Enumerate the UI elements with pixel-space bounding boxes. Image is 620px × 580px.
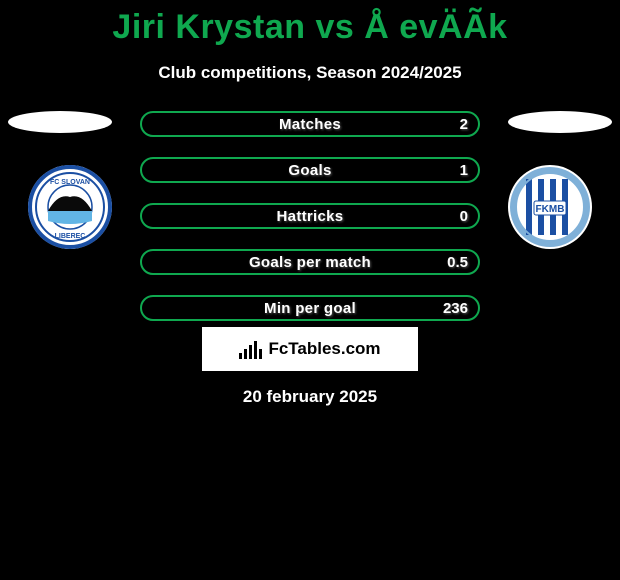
stat-label: Goals bbox=[288, 162, 331, 179]
stat-bar-hattricks: Hattricks 0 bbox=[140, 203, 480, 229]
page-title: Jiri Krystan vs Å evÄÃk bbox=[0, 0, 620, 47]
stat-value: 1 bbox=[460, 162, 468, 179]
team-left-badge: FC SLOVAN LIBEREC bbox=[28, 165, 112, 249]
stat-bar-matches: Matches 2 bbox=[140, 111, 480, 137]
stat-bar-goals: Goals 1 bbox=[140, 157, 480, 183]
player-left-oval bbox=[8, 111, 112, 133]
stat-bar-goals-per-match: Goals per match 0.5 bbox=[140, 249, 480, 275]
stat-label: Hattricks bbox=[277, 208, 344, 225]
svg-text:FKMB: FKMB bbox=[536, 204, 565, 215]
stat-bar-min-per-goal: Min per goal 236 bbox=[140, 295, 480, 321]
slovan-liberec-crest-icon: FC SLOVAN LIBEREC bbox=[28, 165, 112, 249]
stat-value: 0 bbox=[460, 208, 468, 225]
source-logo: FcTables.com bbox=[202, 327, 418, 371]
bar-chart-icon bbox=[239, 339, 262, 359]
footer-area: FcTables.com 20 february 2025 bbox=[0, 327, 620, 407]
stat-value: 2 bbox=[460, 116, 468, 133]
fkmb-crest-icon: FKMB bbox=[508, 165, 592, 249]
stat-bars: Matches 2 Goals 1 Hattricks 0 Goals per … bbox=[140, 111, 480, 341]
svg-text:LIBEREC: LIBEREC bbox=[55, 233, 86, 240]
page-subtitle: Club competitions, Season 2024/2025 bbox=[0, 63, 620, 83]
stat-value: 236 bbox=[443, 300, 468, 317]
stat-value: 0.5 bbox=[447, 254, 468, 271]
team-right-badge: FKMB bbox=[508, 165, 592, 249]
stat-label: Min per goal bbox=[264, 300, 356, 317]
stat-label: Goals per match bbox=[249, 254, 371, 271]
date-text: 20 february 2025 bbox=[0, 387, 620, 407]
stat-label: Matches bbox=[279, 116, 341, 133]
source-logo-text: FcTables.com bbox=[268, 339, 380, 359]
player-right-oval bbox=[508, 111, 612, 133]
